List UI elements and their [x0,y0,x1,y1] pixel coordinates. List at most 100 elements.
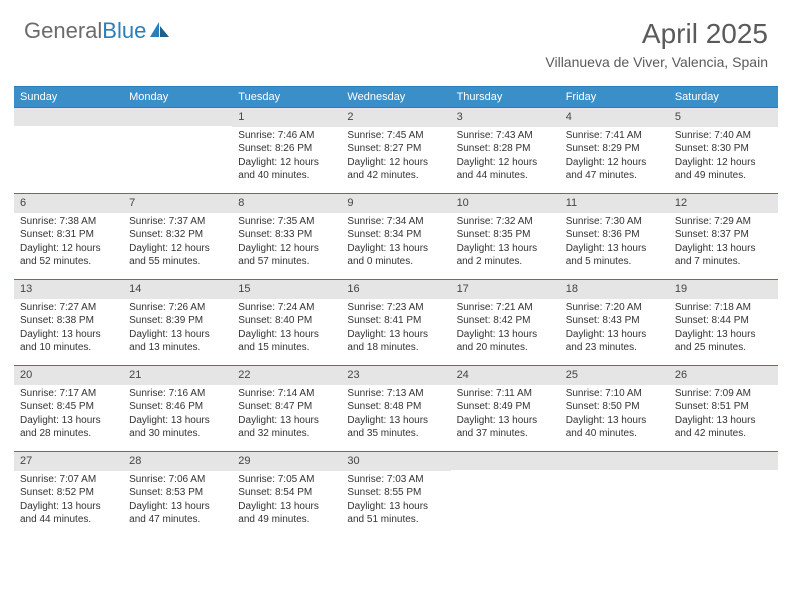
sunrise-line: Sunrise: 7:21 AM [457,301,554,315]
day-body: Sunrise: 7:05 AMSunset: 8:54 PMDaylight:… [232,471,341,531]
empty-day-bar [560,452,669,470]
sunrise-line: Sunrise: 7:35 AM [238,215,335,229]
sunset-line: Sunset: 8:50 PM [566,400,663,414]
sunrise-line: Sunrise: 7:06 AM [129,473,226,487]
day-cell: 25Sunrise: 7:10 AMSunset: 8:50 PMDayligh… [560,366,669,451]
day-cell: 20Sunrise: 7:17 AMSunset: 8:45 PMDayligh… [14,366,123,451]
sunrise-line: Sunrise: 7:14 AM [238,387,335,401]
day-cell: 10Sunrise: 7:32 AMSunset: 8:35 PMDayligh… [451,194,560,279]
day-cell: 8Sunrise: 7:35 AMSunset: 8:33 PMDaylight… [232,194,341,279]
daylight-line: Daylight: 13 hours and 20 minutes. [457,328,554,355]
day-number: 21 [123,366,232,385]
daylight-line: Daylight: 13 hours and 23 minutes. [566,328,663,355]
day-body: Sunrise: 7:09 AMSunset: 8:51 PMDaylight:… [669,385,778,445]
daylight-line: Daylight: 12 hours and 42 minutes. [347,156,444,183]
daylight-line: Daylight: 13 hours and 49 minutes. [238,500,335,527]
day-cell: 29Sunrise: 7:05 AMSunset: 8:54 PMDayligh… [232,452,341,537]
sunrise-line: Sunrise: 7:18 AM [675,301,772,315]
day-cell: 5Sunrise: 7:40 AMSunset: 8:30 PMDaylight… [669,108,778,193]
empty-day-bar [14,108,123,126]
sunrise-line: Sunrise: 7:16 AM [129,387,226,401]
title-block: April 2025 Villanueva de Viver, Valencia… [545,18,768,70]
sunset-line: Sunset: 8:31 PM [20,228,117,242]
week-row: 20Sunrise: 7:17 AMSunset: 8:45 PMDayligh… [14,365,778,451]
sunset-line: Sunset: 8:28 PM [457,142,554,156]
day-cell: 18Sunrise: 7:20 AMSunset: 8:43 PMDayligh… [560,280,669,365]
day-number: 27 [14,452,123,471]
day-body: Sunrise: 7:03 AMSunset: 8:55 PMDaylight:… [341,471,450,531]
page-title: April 2025 [545,18,768,50]
sunset-line: Sunset: 8:39 PM [129,314,226,328]
sunset-line: Sunset: 8:48 PM [347,400,444,414]
sunset-line: Sunset: 8:54 PM [238,486,335,500]
day-cell: 16Sunrise: 7:23 AMSunset: 8:41 PMDayligh… [341,280,450,365]
day-body: Sunrise: 7:16 AMSunset: 8:46 PMDaylight:… [123,385,232,445]
week-row: 27Sunrise: 7:07 AMSunset: 8:52 PMDayligh… [14,451,778,537]
sunrise-line: Sunrise: 7:03 AM [347,473,444,487]
day-number: 6 [14,194,123,213]
sunrise-line: Sunrise: 7:37 AM [129,215,226,229]
daylight-line: Daylight: 13 hours and 18 minutes. [347,328,444,355]
daylight-line: Daylight: 13 hours and 37 minutes. [457,414,554,441]
day-body: Sunrise: 7:38 AMSunset: 8:31 PMDaylight:… [14,213,123,273]
daylight-line: Daylight: 13 hours and 13 minutes. [129,328,226,355]
day-number: 8 [232,194,341,213]
logo: GeneralBlue [24,18,171,44]
daylight-line: Daylight: 12 hours and 52 minutes. [20,242,117,269]
day-cell: 14Sunrise: 7:26 AMSunset: 8:39 PMDayligh… [123,280,232,365]
sunset-line: Sunset: 8:36 PM [566,228,663,242]
day-cell: 12Sunrise: 7:29 AMSunset: 8:37 PMDayligh… [669,194,778,279]
sunset-line: Sunset: 8:44 PM [675,314,772,328]
week-row: 6Sunrise: 7:38 AMSunset: 8:31 PMDaylight… [14,193,778,279]
day-cell: 30Sunrise: 7:03 AMSunset: 8:55 PMDayligh… [341,452,450,537]
day-number: 3 [451,108,560,127]
calendar: Sunday Monday Tuesday Wednesday Thursday… [14,86,778,537]
day-cell [560,452,669,537]
sunrise-line: Sunrise: 7:43 AM [457,129,554,143]
weekday-header: Wednesday [341,87,450,107]
daylight-line: Daylight: 12 hours and 55 minutes. [129,242,226,269]
sunset-line: Sunset: 8:29 PM [566,142,663,156]
daylight-line: Daylight: 13 hours and 40 minutes. [566,414,663,441]
day-cell: 15Sunrise: 7:24 AMSunset: 8:40 PMDayligh… [232,280,341,365]
logo-sail-icon [149,18,171,44]
sunset-line: Sunset: 8:26 PM [238,142,335,156]
day-number: 29 [232,452,341,471]
daylight-line: Daylight: 13 hours and 51 minutes. [347,500,444,527]
day-cell: 19Sunrise: 7:18 AMSunset: 8:44 PMDayligh… [669,280,778,365]
day-number: 12 [669,194,778,213]
daylight-line: Daylight: 13 hours and 7 minutes. [675,242,772,269]
empty-day-bar [451,452,560,470]
day-number: 18 [560,280,669,299]
weekday-header: Tuesday [232,87,341,107]
day-cell: 2Sunrise: 7:45 AMSunset: 8:27 PMDaylight… [341,108,450,193]
weekday-header: Sunday [14,87,123,107]
daylight-line: Daylight: 12 hours and 57 minutes. [238,242,335,269]
daylight-line: Daylight: 13 hours and 42 minutes. [675,414,772,441]
weekday-header: Thursday [451,87,560,107]
sunset-line: Sunset: 8:40 PM [238,314,335,328]
day-body: Sunrise: 7:43 AMSunset: 8:28 PMDaylight:… [451,127,560,187]
day-number: 13 [14,280,123,299]
day-body: Sunrise: 7:29 AMSunset: 8:37 PMDaylight:… [669,213,778,273]
daylight-line: Daylight: 13 hours and 10 minutes. [20,328,117,355]
day-cell [451,452,560,537]
day-number: 22 [232,366,341,385]
day-body: Sunrise: 7:20 AMSunset: 8:43 PMDaylight:… [560,299,669,359]
sunset-line: Sunset: 8:37 PM [675,228,772,242]
sunrise-line: Sunrise: 7:29 AM [675,215,772,229]
sunrise-line: Sunrise: 7:07 AM [20,473,117,487]
day-body: Sunrise: 7:14 AMSunset: 8:47 PMDaylight:… [232,385,341,445]
sunset-line: Sunset: 8:27 PM [347,142,444,156]
sunset-line: Sunset: 8:32 PM [129,228,226,242]
daylight-line: Daylight: 13 hours and 30 minutes. [129,414,226,441]
day-number: 16 [341,280,450,299]
day-cell: 4Sunrise: 7:41 AMSunset: 8:29 PMDaylight… [560,108,669,193]
weekday-header: Saturday [669,87,778,107]
sunrise-line: Sunrise: 7:32 AM [457,215,554,229]
logo-text-blue: Blue [102,18,146,44]
sunrise-line: Sunrise: 7:38 AM [20,215,117,229]
location-text: Villanueva de Viver, Valencia, Spain [545,54,768,70]
week-row: 1Sunrise: 7:46 AMSunset: 8:26 PMDaylight… [14,107,778,193]
day-body: Sunrise: 7:34 AMSunset: 8:34 PMDaylight:… [341,213,450,273]
